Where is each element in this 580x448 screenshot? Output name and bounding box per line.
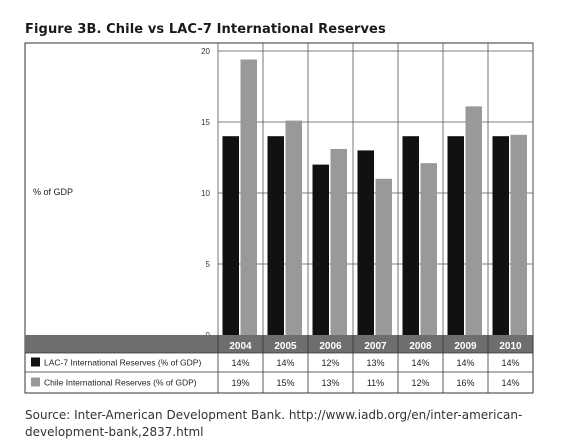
y-tick-label: 10 [201, 189, 210, 198]
bar-chile-2006 [330, 148, 347, 335]
bar-chile-2009 [465, 106, 482, 335]
data-label-chile: 15% [276, 378, 294, 388]
data-label-chile: 19% [231, 378, 249, 388]
x-category-label: 2005 [274, 341, 297, 352]
bar-lac7-2008 [402, 136, 419, 335]
bar-lac7-2007 [357, 150, 374, 335]
legend-label-chile: Chile International Reserves (% of GDP) [44, 378, 197, 388]
data-label-lac7: 12% [321, 358, 339, 368]
bar-lac7-2009 [447, 136, 464, 335]
x-category-label: 2006 [319, 341, 342, 352]
data-label-lac7: 13% [366, 358, 384, 368]
bar-chart: 05101520% of GDP200420052006200720082009… [24, 42, 534, 394]
bar-lac7-2006 [312, 164, 329, 335]
bar-chile-2010 [510, 134, 527, 335]
data-label-lac7: 14% [501, 358, 519, 368]
bar-chile-2008 [420, 163, 437, 335]
bar-lac7-2010 [492, 136, 509, 335]
x-category-label: 2004 [229, 341, 252, 352]
data-label-lac7: 14% [411, 358, 429, 368]
source-line-2: development-bank,2837.html [25, 425, 204, 439]
year-header-row [25, 335, 533, 353]
legend-swatch-chile [31, 377, 40, 387]
y-tick-label: 20 [201, 47, 210, 56]
data-label-chile: 11% [367, 378, 384, 388]
data-label-chile: 14% [501, 378, 519, 388]
figure-title: Figure 3B. Chile vs LAC-7 International … [25, 22, 386, 37]
bar-chile-2007 [375, 178, 392, 335]
legend-swatch-lac7 [31, 357, 40, 367]
data-label-lac7: 14% [456, 358, 474, 368]
x-category-label: 2007 [364, 341, 387, 352]
source-line-1: Source: Inter-American Development Bank.… [25, 408, 523, 422]
y-tick-label: 5 [206, 260, 211, 269]
legend-label-lac7: LAC-7 International Reserves (% of GDP) [44, 358, 201, 368]
bar-chile-2004 [240, 59, 257, 336]
data-label-chile: 13% [321, 378, 339, 388]
data-label-lac7: 14% [231, 358, 249, 368]
source-note: Source: Inter-American Development Bank.… [25, 407, 565, 441]
data-label-lac7: 14% [276, 358, 294, 368]
bar-lac7-2005 [267, 136, 284, 335]
x-category-label: 2010 [499, 341, 522, 352]
data-label-chile: 12% [411, 378, 429, 388]
x-category-label: 2008 [409, 341, 432, 352]
bar-lac7-2004 [222, 136, 239, 335]
y-axis-label: % of GDP [33, 187, 73, 197]
bar-chile-2005 [285, 120, 302, 335]
y-tick-label: 15 [201, 118, 210, 127]
x-category-label: 2009 [454, 341, 477, 352]
data-label-chile: 16% [456, 378, 474, 388]
